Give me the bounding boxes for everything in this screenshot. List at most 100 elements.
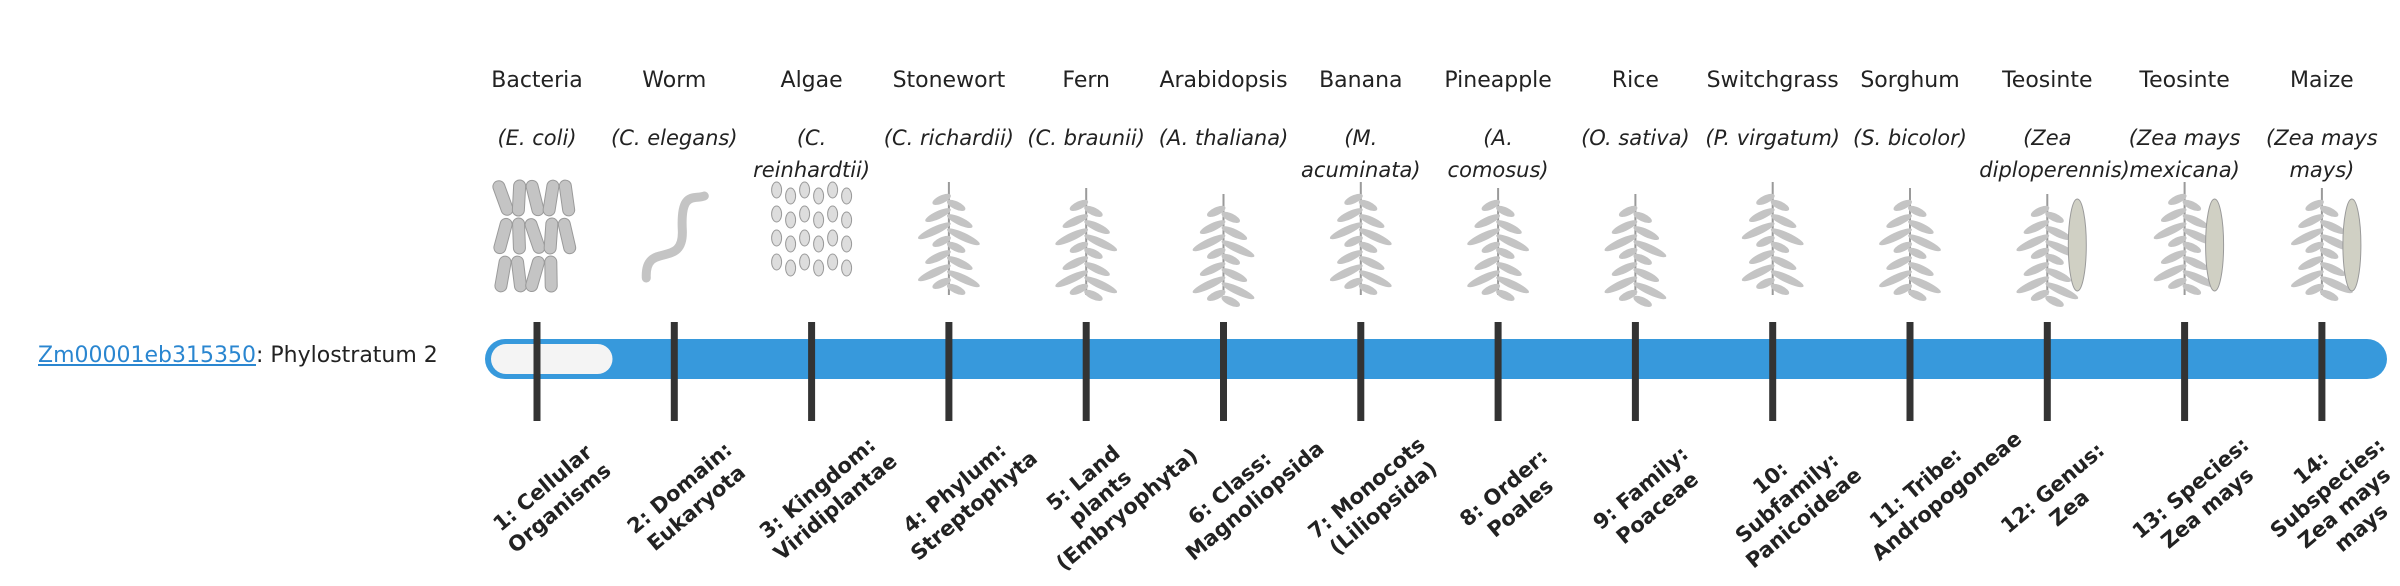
illustration-part	[544, 255, 558, 293]
illustration-part	[2160, 208, 2187, 223]
illustration-part	[1908, 220, 1934, 235]
illustration-part	[557, 217, 577, 255]
illustration-part	[1886, 256, 1912, 271]
illustration-part	[946, 199, 966, 211]
illustration-part	[1062, 214, 1089, 229]
illustration-part	[1192, 234, 1226, 252]
illustration-part	[2153, 264, 2187, 282]
illustration	[1467, 188, 1530, 301]
illustration-part	[493, 217, 513, 255]
species-name: (C. reinhardtii)	[753, 126, 871, 182]
illustration-part	[2045, 282, 2079, 300]
illustration-part	[1358, 256, 1385, 271]
illustration-part	[1633, 268, 1660, 283]
stratum-name: Pineapple	[1444, 68, 1552, 93]
species-name: (Zea diploperennis)	[1979, 126, 2130, 182]
illustration-part	[2016, 234, 2050, 252]
illustration-part	[827, 205, 839, 223]
illustration-part	[813, 211, 825, 229]
illustration-part	[1908, 234, 1941, 252]
illustration-part	[2290, 270, 2324, 288]
illustration-part	[1358, 241, 1378, 253]
illustration-part	[2067, 198, 2087, 292]
illustration-part	[2290, 228, 2324, 246]
timeline-inset	[491, 344, 613, 374]
gene-link[interactable]: Zm00001eb315350	[38, 343, 256, 368]
illustration-part	[771, 229, 783, 247]
illustration-part	[2182, 199, 2202, 211]
species-name: (A. thaliana)	[1158, 126, 1289, 150]
illustration-part	[1329, 264, 1363, 282]
illustration-part	[1221, 253, 1240, 265]
illustration-part	[2160, 250, 2187, 265]
illustration-part	[1879, 228, 1912, 246]
illustration-part	[2030, 205, 2050, 217]
illustration-part	[1749, 208, 1775, 223]
illustration-part	[1496, 205, 1515, 217]
species-name: (Zea mays mays)	[2266, 126, 2378, 182]
illustration-part	[2298, 256, 2324, 271]
stratum-name: Bacteria	[491, 68, 583, 93]
illustration-part	[785, 259, 797, 277]
illustration-part	[641, 191, 709, 283]
illustration-part	[2319, 247, 2339, 259]
illustration-part	[1062, 256, 1089, 271]
illustration-part	[525, 179, 545, 217]
illustration-part	[2045, 295, 2064, 307]
stratum-name: Maize	[2290, 68, 2354, 93]
illustration-part	[1770, 241, 1790, 253]
illustration-part	[1496, 247, 1515, 259]
illustration-part	[1496, 276, 1530, 294]
gene-label: Zm00001eb315350: Phylostratum 2	[38, 343, 438, 368]
illustration-part	[1207, 247, 1226, 259]
illustration-part	[1358, 214, 1385, 229]
illustration-part	[1618, 289, 1638, 301]
illustration-part	[1221, 295, 1240, 307]
illustration-part	[841, 235, 853, 253]
illustration-part	[1756, 277, 1775, 289]
illustration-part	[1741, 264, 1775, 282]
illustration-part	[1358, 270, 1392, 288]
illustration-part	[813, 187, 825, 205]
illustration-part	[1069, 283, 1089, 295]
illustration-part	[1618, 247, 1638, 259]
illustration-part	[2045, 226, 2071, 241]
illustration-part	[932, 235, 951, 247]
illustration-part	[925, 208, 951, 223]
illustration-part	[1770, 270, 1804, 288]
illustration	[917, 182, 980, 295]
illustration-part	[2205, 198, 2225, 292]
species-name: (S. bicolor)	[1853, 126, 1967, 150]
illustration-part	[1893, 241, 1912, 253]
illustration-part	[2016, 276, 2050, 294]
illustration-part	[1344, 193, 1363, 205]
illustration-part	[1069, 199, 1089, 211]
species-name: (C. braunii)	[1027, 126, 1145, 150]
illustration-part	[1069, 241, 1089, 253]
illustration-part	[1770, 199, 1790, 211]
illustration-part	[2153, 222, 2187, 240]
illustration-part	[1084, 262, 1110, 277]
illustration-part	[2342, 198, 2362, 292]
illustration-part	[1084, 276, 1118, 294]
illustration-part	[2182, 270, 2216, 288]
illustration-part	[946, 256, 973, 271]
illustration-part	[1192, 276, 1226, 294]
illustration-part	[1221, 282, 1255, 300]
illustration-part	[1481, 199, 1501, 211]
illustration-part	[2045, 253, 2064, 265]
illustration-part	[2305, 283, 2324, 295]
illustration-part	[1633, 253, 1652, 265]
illustration-part	[932, 277, 951, 289]
illustration-part	[492, 180, 514, 216]
illustration-part	[1467, 270, 1500, 288]
illustration-part	[1611, 262, 1638, 277]
illustration-part	[1633, 282, 1667, 300]
illustration-part	[2030, 289, 2050, 301]
illustration	[1192, 194, 1255, 307]
illustration-part	[1481, 283, 1501, 295]
illustration-part	[1221, 226, 1248, 241]
illustration-part	[2305, 241, 2324, 253]
illustration	[1604, 194, 1667, 307]
illustration-part	[1481, 241, 1501, 253]
